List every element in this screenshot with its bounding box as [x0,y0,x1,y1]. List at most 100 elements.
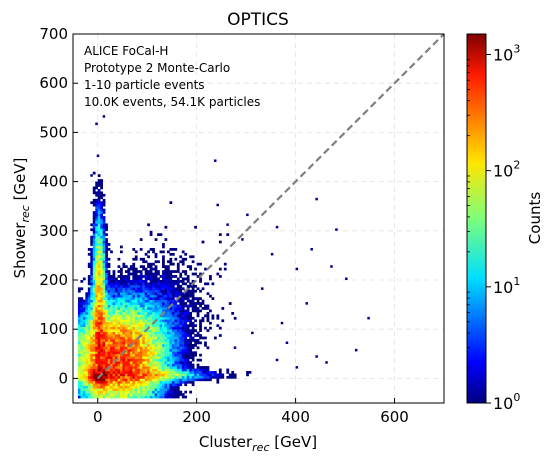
heatmap-cell [179,326,183,330]
heatmap-cell [169,385,173,389]
heatmap-cell [171,316,175,320]
heatmap-cell [134,353,138,357]
heatmap-cell [102,375,106,379]
heatmap-cell [154,267,158,271]
y-tick-label: 200 [39,271,68,289]
heatmap-cell [122,395,126,399]
heatmap-cell [169,378,173,382]
heatmap-cell [115,309,118,313]
heatmap-cell [119,346,123,350]
heatmap-cell [134,334,138,337]
heatmap-cell [164,380,168,384]
heatmap-cell [117,393,121,396]
heatmap-cell [90,275,94,278]
heatmap-cell [129,267,133,271]
heatmap-cell [137,326,141,330]
heatmap-cell [102,260,106,264]
heatmap-cell [144,321,148,325]
heatmap-cell [127,314,131,318]
heatmap-cell [102,277,106,281]
heatmap-cell [149,248,153,251]
heatmap-cell [144,252,148,256]
heatmap-cell [206,378,210,382]
heatmap-cell [147,299,150,303]
heatmap-cell [164,321,168,325]
heatmap-cell [149,339,153,342]
heatmap-cell [115,289,118,293]
heatmap-cell [129,383,133,387]
heatmap-cell [166,314,170,318]
heatmap-cell [134,289,138,293]
heatmap-cell [100,368,103,372]
heatmap-cell [189,346,193,350]
heatmap-cell [112,294,116,298]
heatmap-cell [184,272,188,276]
heatmap-cell [169,373,173,377]
heatmap-cell [164,368,168,372]
heatmap-cell [117,265,121,268]
heatmap-cell [134,314,138,318]
heatmap-cell [154,341,158,345]
heatmap-cell [80,375,84,379]
heatmap-cell [102,311,106,315]
heatmap-cell [171,319,175,323]
heatmap-cell [134,304,138,308]
heatmap-cell [95,309,99,313]
heatmap-cell [184,329,188,332]
heatmap-cell [154,275,158,278]
heatmap-cell [174,294,178,298]
heatmap-cell [100,267,103,271]
heatmap-cell [82,324,86,328]
heatmap-cell [117,351,121,355]
heatmap-cell [80,343,84,347]
heatmap-cell [181,348,185,352]
heatmap-cell [134,275,138,278]
heatmap-cell [102,208,106,212]
heatmap-cell [122,341,126,345]
heatmap-cell [90,292,94,296]
y-tick: 600 [39,74,78,92]
heatmap-cell [196,297,200,300]
heatmap-cell [149,277,153,281]
heatmap-cell [100,390,103,394]
heatmap-cell [164,361,168,364]
heatmap-cell [85,297,89,300]
heatmap-cell [184,319,188,323]
heatmap-cell [132,289,136,293]
heatmap-cell [162,287,165,291]
heatmap-cell [144,272,148,276]
heatmap-cell [132,297,136,300]
heatmap-cell [107,299,111,303]
heatmap-cell [174,321,178,325]
heatmap-cell [164,348,168,352]
heatmap-cell [124,326,128,330]
x-tick-label: 200 [182,408,211,426]
heatmap-cell [92,248,96,251]
heatmap-cell [132,311,136,315]
heatmap-cell [85,314,89,318]
heatmap-cell [97,250,101,254]
heatmap-cell [157,390,160,394]
heatmap-cell [124,292,128,296]
heatmap-outlier-cell [213,159,217,162]
heatmap-cell [95,371,99,374]
heatmap-cell [191,316,195,320]
heatmap-cell [95,307,99,310]
heatmap-cell [139,358,143,362]
heatmap-cell [127,277,131,281]
heatmap-cell [105,378,108,382]
heatmap-cell [134,373,138,377]
heatmap-cell [137,329,141,332]
heatmap-cell [90,343,94,347]
heatmap-cell [152,395,155,399]
heatmap-cell [134,371,138,374]
heatmap-cell [82,302,86,305]
heatmap-cell [80,321,84,325]
heatmap-cell [134,321,138,325]
heatmap-cell [134,375,138,379]
heatmap-cell [231,373,235,377]
heatmap-cell [107,270,111,273]
heatmap-cell [134,336,138,340]
heatmap-cell [95,297,99,300]
